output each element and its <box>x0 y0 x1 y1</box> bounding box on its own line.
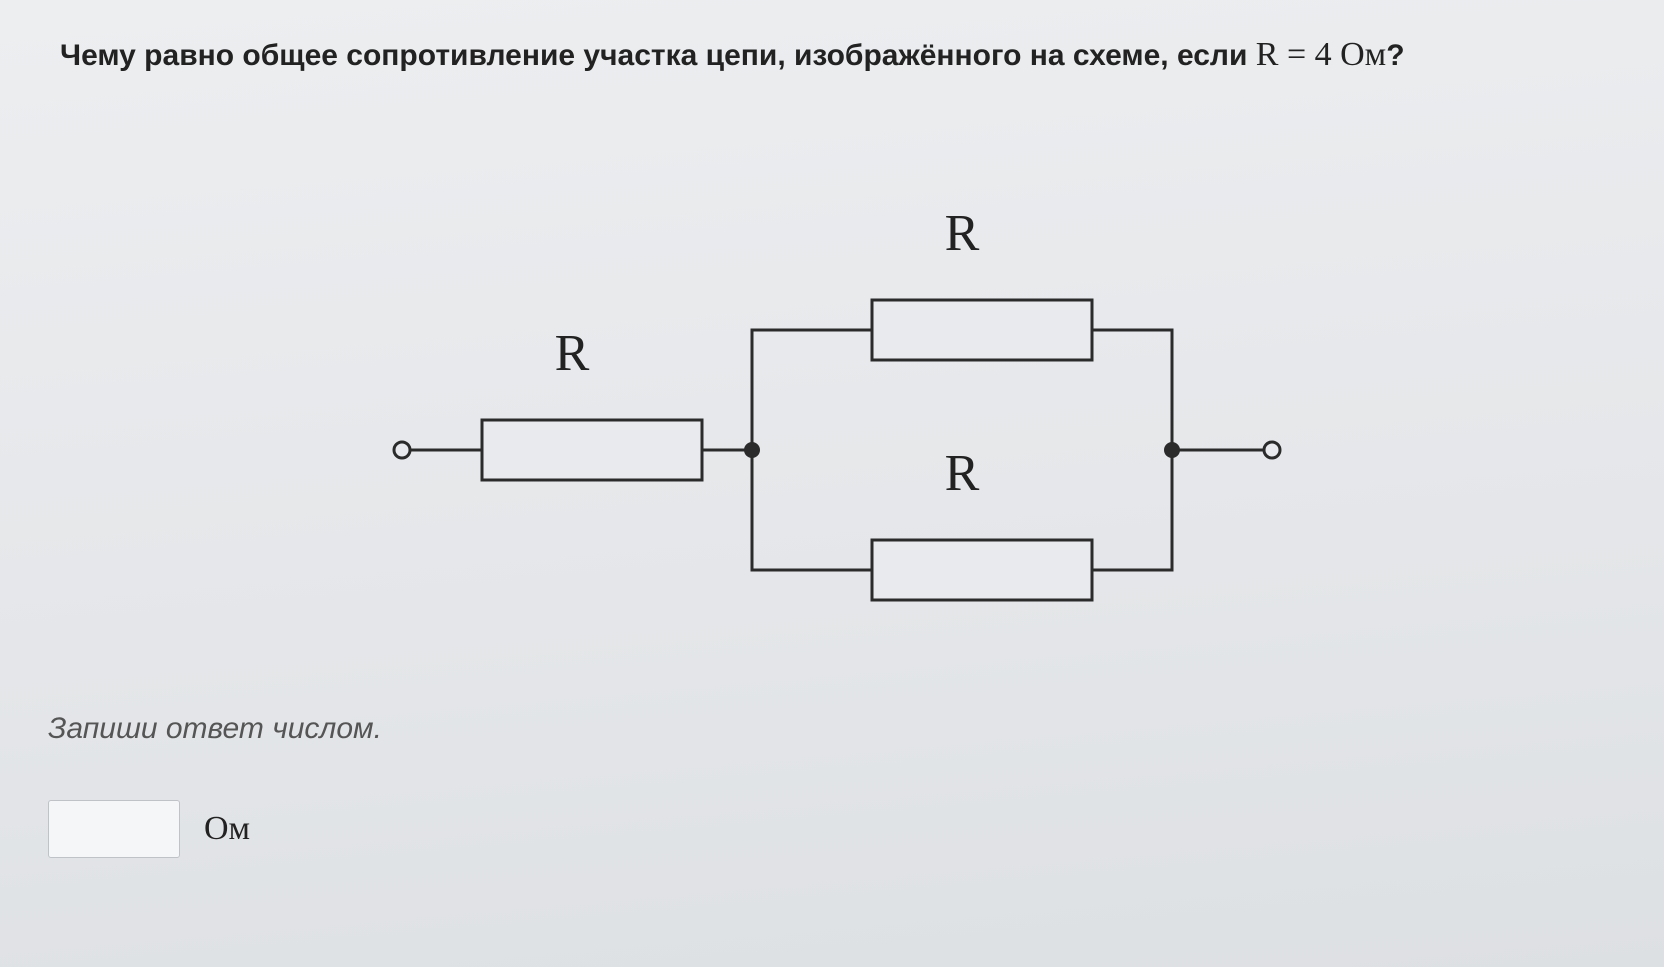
svg-text:R: R <box>555 325 590 382</box>
circuit-diagram: R R R <box>0 140 1664 660</box>
svg-text:R: R <box>945 445 980 502</box>
question-suffix: ? <box>1386 39 1404 72</box>
problem-page: Чему равно общее сопротивление участка ц… <box>0 0 1664 967</box>
question-prefix: Чему равно общее сопротивление участка ц… <box>60 39 1256 72</box>
circuit-svg: R R R <box>0 140 1664 660</box>
question-math: R = 4 Ом <box>1256 36 1386 73</box>
answer-instruction: Запиши ответ числом. <box>48 712 382 746</box>
question-text: Чему равно общее сопротивление участка ц… <box>60 36 1604 74</box>
answer-unit: Ом <box>204 810 250 848</box>
answer-row: Ом <box>48 800 250 858</box>
answer-input[interactable] <box>48 800 180 858</box>
svg-text:R: R <box>945 205 980 262</box>
